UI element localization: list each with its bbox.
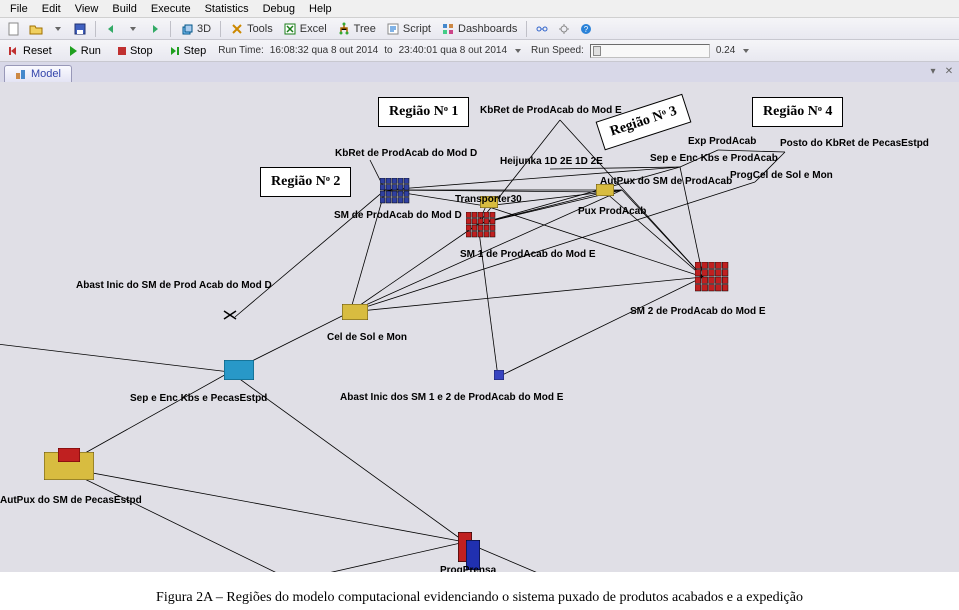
sprite-shelf_red1[interactable]: [466, 212, 496, 238]
node-label-n3: Heijunka 1D 2E 1D 2E: [500, 156, 603, 167]
stop-button[interactable]: Stop: [113, 44, 157, 58]
toolbar-run: Reset Run Stop Step Run Time: 16:08:32 q…: [0, 40, 959, 62]
separator: [526, 21, 527, 37]
script-button[interactable]: Script: [382, 22, 435, 36]
node-label-n10: Pux ProdAcab: [578, 206, 646, 217]
menu-build[interactable]: Build: [106, 2, 142, 15]
separator: [170, 21, 171, 37]
run-speed-value: 0.24: [716, 45, 735, 56]
node-label-n12: SM 1 de ProdAcab do Mod E: [460, 249, 596, 260]
chevron-down-icon[interactable]: [741, 46, 751, 56]
separator: [220, 21, 221, 37]
run-time-block: Run Time: 16:08:32 qua 8 out 2014 to 23:…: [218, 45, 523, 56]
sprite-shelf_red2[interactable]: [695, 262, 729, 292]
menu-help[interactable]: Help: [303, 2, 338, 15]
link-icon[interactable]: [532, 20, 552, 38]
menu-execute[interactable]: Execute: [145, 2, 197, 15]
run-time-to: to: [384, 45, 392, 56]
figure-caption: Figura 2A – Regiões do modelo computacio…: [0, 572, 959, 610]
dashboards-button[interactable]: Dashboards: [437, 22, 521, 36]
sprite-tiny_blue[interactable]: [494, 370, 504, 380]
speed-slider[interactable]: [590, 44, 710, 58]
run-time-end: 23:40:01 qua 8 out 2014: [399, 45, 507, 56]
3d-button[interactable]: 3D: [176, 22, 215, 36]
node-label-n15: Cel de Sol e Mon: [327, 332, 407, 343]
open-icon[interactable]: [26, 20, 46, 38]
tab-actions: ▾ ✕: [927, 65, 955, 77]
node-label-n9: Transporter30: [455, 194, 522, 205]
sprite-block_pallet_red[interactable]: [58, 448, 80, 462]
menu-file[interactable]: File: [4, 2, 34, 15]
save-icon[interactable]: [70, 20, 90, 38]
tab-bar: Model ▾ ✕: [0, 62, 959, 82]
node-label-n4: Exp ProdAcab: [688, 136, 756, 147]
node-label-n14: SM 2 de ProdAcab do Mod E: [630, 306, 766, 317]
nav-right-icon[interactable]: [145, 20, 165, 38]
new-icon[interactable]: [4, 20, 24, 38]
slider-thumb[interactable]: [593, 46, 601, 56]
model-icon: [15, 68, 27, 80]
nav-dropdown-icon[interactable]: [123, 20, 143, 38]
dropdown-icon[interactable]: [48, 20, 68, 38]
node-label-n11: SM de ProdAcab do Mod D: [334, 210, 462, 221]
node-label-n17: Abast Inic dos SM 1 e 2 de ProdAcab do M…: [340, 392, 563, 403]
sprite-block_yellow1[interactable]: [342, 304, 368, 320]
region-box-r2: Região Nᵒ 2: [260, 167, 351, 197]
tree-button[interactable]: Tree: [333, 22, 380, 36]
sprite-block_cyan[interactable]: [224, 360, 254, 380]
menu-view[interactable]: View: [69, 2, 105, 15]
tools-button[interactable]: Tools: [226, 22, 277, 36]
run-speed-block: Run Speed: 0.24: [531, 44, 751, 58]
model-canvas[interactable]: KbRet de ProdAcab do Mod E KbRet de ProdA…: [0, 82, 959, 572]
tab-label: Model: [31, 68, 61, 80]
node-label-n2: KbRet de ProdAcab do Mod D: [335, 148, 477, 159]
node-label-n16: Sep e Enc Kbs e PecasEstpd: [130, 393, 267, 404]
help-icon[interactable]: ?: [576, 20, 596, 38]
nav-left-icon[interactable]: [101, 20, 121, 38]
svg-text:?: ?: [584, 25, 589, 34]
run-time-from: 16:08:32 qua 8 out 2014: [270, 45, 378, 56]
menu-edit[interactable]: Edit: [36, 2, 67, 15]
node-label-n5: Sep e Enc Kbs e ProdAcab: [650, 153, 778, 164]
node-label-n7: Posto do KbRet de PecasEstpd: [780, 138, 929, 149]
node-label-n19: ProgPrensa: [440, 565, 496, 572]
menu-debug[interactable]: Debug: [257, 2, 301, 15]
chevron-down-icon[interactable]: [513, 46, 523, 56]
step-button[interactable]: Step: [165, 44, 211, 58]
menubar: File Edit View Build Execute Statistics …: [0, 0, 959, 18]
node-label-n1: KbRet de ProdAcab do Mod E: [480, 105, 622, 116]
separator: [95, 21, 96, 37]
run-button[interactable]: Run: [64, 44, 105, 58]
region-box-r4: Região Nᵒ 4: [752, 97, 843, 127]
edge-layer: [0, 82, 959, 572]
toolbar-main: 3D Tools Excel Tree Script Dashboards ?: [0, 18, 959, 40]
gear-icon[interactable]: [554, 20, 574, 38]
run-time-label: Run Time:: [218, 45, 264, 56]
close-icon[interactable]: ✕: [943, 65, 955, 77]
menu-statistics[interactable]: Statistics: [199, 2, 255, 15]
node-label-n6: AutPux do SM de ProdAcab: [600, 176, 732, 187]
excel-button[interactable]: Excel: [279, 22, 331, 36]
tab-model[interactable]: Model: [4, 65, 72, 82]
region-box-r1: Região Nᵒ 1: [378, 97, 469, 127]
chevron-down-icon[interactable]: ▾: [927, 65, 939, 77]
reset-button[interactable]: Reset: [4, 44, 56, 58]
run-speed-label: Run Speed:: [531, 45, 584, 56]
node-label-n13: Abast Inic do SM de Prod Acab do Mod D: [76, 280, 272, 291]
node-label-n18: AutPux do SM de PecasEstpd: [0, 495, 142, 506]
node-label-n8: ProgCel de Sol e Mon: [730, 170, 833, 181]
sprite-shelf_blue[interactable]: [380, 178, 410, 204]
